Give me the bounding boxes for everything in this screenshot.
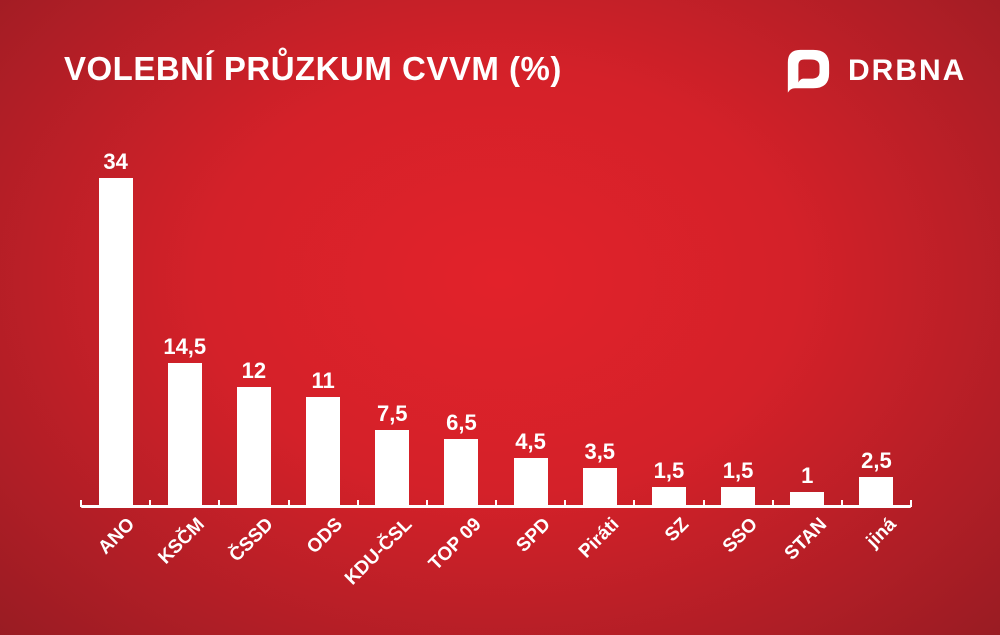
x-axis-label: SSO [718, 514, 762, 558]
x-axis-label: STAN [780, 514, 832, 565]
axis-tick [771, 500, 774, 507]
bar [859, 477, 894, 507]
chart-title: VOLEBNÍ PRŮZKUM CVVM (%) [64, 50, 562, 87]
x-axis-label: SZ [660, 514, 693, 547]
axis-tick [218, 500, 221, 507]
bar [167, 363, 202, 507]
x-axis-label: jiná [862, 514, 901, 552]
axis-tick [564, 500, 567, 507]
x-axis-label: ANO [94, 514, 140, 559]
bar-value-label: 2,5 [861, 448, 892, 474]
bar-value-label: 1,5 [722, 457, 754, 483]
bar [651, 486, 686, 507]
bar [582, 467, 617, 507]
x-axis-label: TOP 09 [424, 514, 486, 575]
axis-tick [149, 500, 152, 507]
axis-tick [633, 500, 636, 507]
axis-tick [425, 500, 428, 507]
x-axis-label: KSČM [154, 514, 209, 569]
bar-value-label: 14,5 [163, 334, 207, 360]
bar [375, 429, 410, 507]
bar [236, 387, 271, 507]
axis-tick [910, 500, 912, 507]
bar-value-label: 11 [311, 367, 335, 393]
bar-value-label: 3,5 [584, 438, 616, 464]
bar [444, 439, 479, 507]
bar [306, 396, 341, 507]
bar-value-label: 12 [241, 358, 267, 383]
bar-value-label: 1 [801, 462, 814, 488]
axis-tick [495, 500, 497, 507]
x-axis-label: KDU-ČSL [340, 514, 417, 590]
bar [513, 458, 548, 507]
axis-tick [287, 500, 290, 507]
axis-tick [80, 500, 82, 507]
x-axis-label: Piráti [575, 514, 624, 563]
brand-logo: DRBNA [783, 47, 966, 95]
bar [790, 491, 825, 507]
bar [721, 486, 756, 507]
bar-value-label: 6,5 [446, 410, 477, 436]
axis-tick [840, 500, 843, 507]
x-axis-label: SPD [511, 514, 555, 557]
bar [98, 178, 133, 507]
x-axis-label: ODS [302, 514, 347, 558]
drbna-speech-bubble-d-icon [787, 49, 830, 93]
brand-name: DRBNA [848, 54, 967, 87]
bar-value-label: 4,5 [515, 429, 546, 455]
axis-tick [702, 500, 705, 507]
axis-tick [356, 500, 359, 507]
x-axis-label: ČSSD [225, 514, 278, 567]
bar-value-label: 34 [103, 149, 128, 174]
bar-value-label: 1,5 [653, 457, 685, 483]
bar-value-label: 7,5 [376, 400, 408, 426]
